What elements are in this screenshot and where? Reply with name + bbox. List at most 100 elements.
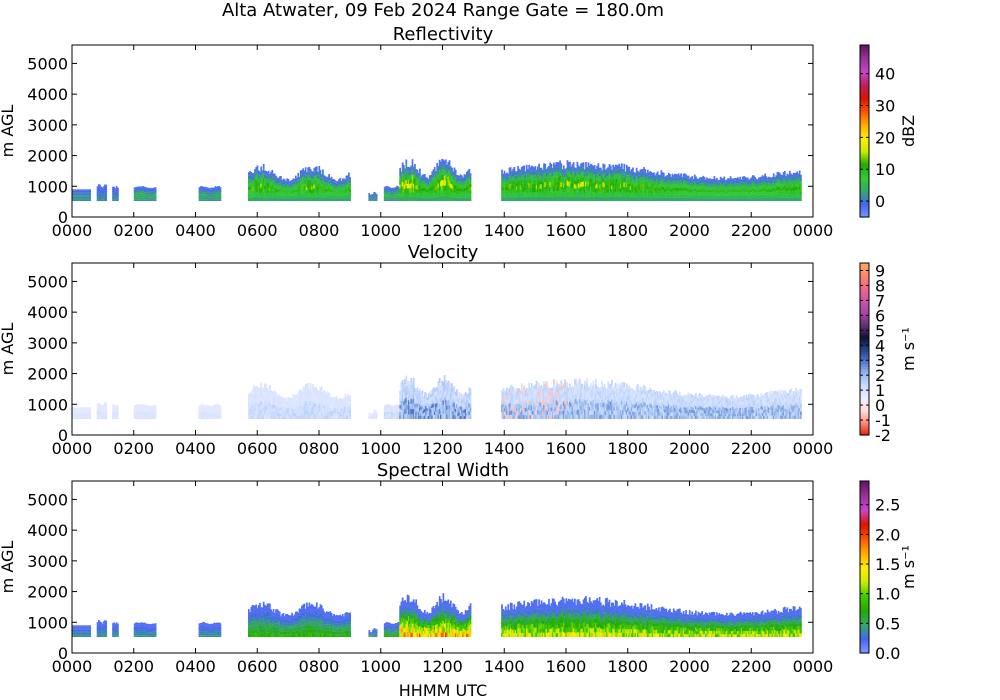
data-cell	[320, 386, 323, 391]
x-axis-label: HHMM UTC	[399, 681, 487, 700]
data-cell	[514, 178, 517, 183]
data-cell	[435, 197, 437, 202]
data-cell	[141, 193, 143, 196]
data-cell	[751, 175, 754, 179]
data-cell	[144, 188, 147, 191]
data-cell	[149, 414, 152, 416]
data-cell	[544, 182, 547, 188]
data-cell	[112, 197, 114, 200]
data-cell	[251, 415, 254, 420]
data-cell	[754, 183, 757, 187]
data-cell	[209, 409, 212, 411]
data-cell	[575, 192, 577, 197]
data-cell	[713, 185, 716, 189]
data-cell	[89, 196, 92, 199]
data-cell	[502, 183, 505, 188]
data-cell	[523, 196, 526, 202]
data-cell	[83, 414, 85, 417]
data-cell	[278, 182, 281, 186]
data-cell	[422, 181, 425, 185]
data-cell	[249, 405, 251, 409]
data-cell	[509, 192, 512, 197]
data-cell	[247, 190, 250, 194]
data-cell	[574, 167, 576, 172]
data-cell	[557, 176, 560, 182]
data-cell	[620, 168, 623, 173]
data-segment	[368, 191, 378, 202]
data-cell	[303, 407, 306, 412]
data-cell	[519, 181, 522, 186]
data-cell	[574, 175, 576, 181]
data-cell	[344, 182, 347, 185]
data-cell	[671, 187, 674, 191]
data-cell	[546, 192, 549, 197]
data-cell	[308, 175, 311, 180]
data-cell	[795, 194, 797, 198]
data-cell	[672, 188, 675, 192]
data-cell	[651, 190, 654, 195]
data-cell	[147, 191, 150, 193]
colorbar-cell	[860, 169, 869, 173]
data-cell	[151, 417, 153, 420]
data-cell	[716, 192, 718, 196]
data-cell	[625, 196, 628, 202]
data-cell	[559, 175, 561, 181]
data-cell	[603, 178, 606, 183]
data-cell	[89, 414, 92, 417]
data-cell	[113, 195, 116, 198]
data-cell	[401, 181, 404, 187]
data-cell	[555, 196, 558, 202]
data-cell	[330, 191, 333, 195]
data-cell	[629, 185, 632, 190]
data-cell	[411, 195, 414, 202]
data-cell	[468, 172, 471, 177]
data-cell	[748, 185, 750, 188]
data-cell	[554, 182, 557, 188]
data-cell	[308, 179, 311, 184]
data-cell	[318, 170, 321, 175]
data-cell	[454, 193, 457, 198]
data-cell	[759, 189, 762, 193]
data-cell	[81, 407, 84, 409]
data-cell	[718, 182, 721, 186]
data-cell	[285, 416, 287, 420]
data-cell	[304, 401, 307, 406]
colorbar-cell	[860, 120, 869, 123]
data-cell	[144, 195, 147, 198]
data-cell	[435, 193, 437, 198]
data-cell	[686, 197, 689, 202]
data-cell	[75, 413, 78, 415]
data-cell	[549, 176, 552, 182]
data-cell	[513, 179, 516, 184]
data-cell	[586, 167, 589, 172]
data-cell	[718, 185, 721, 188]
data-cell	[273, 404, 276, 409]
data-cell	[707, 189, 710, 193]
data-cell	[417, 190, 420, 194]
data-cell	[701, 195, 703, 199]
data-cell	[411, 169, 414, 175]
data-cell	[397, 193, 400, 196]
data-cell	[323, 194, 326, 198]
data-cell	[138, 195, 141, 198]
data-cell	[749, 198, 752, 202]
data-cell	[325, 180, 328, 184]
data-cell	[115, 191, 118, 194]
data-cell	[430, 194, 432, 198]
data-cell	[75, 411, 78, 414]
data-cell	[431, 186, 434, 190]
data-cell	[580, 182, 582, 187]
data-cell	[685, 184, 687, 188]
data-cell	[770, 192, 773, 196]
data-cell	[411, 190, 414, 196]
data-cell	[685, 191, 687, 195]
data-cell	[80, 195, 83, 197]
data-cell	[148, 189, 151, 192]
data-cell	[141, 408, 143, 410]
data-cell	[333, 405, 335, 408]
data-cell	[611, 181, 613, 186]
data-cell	[426, 192, 429, 196]
data-cell	[293, 198, 296, 202]
data-cell	[217, 188, 219, 190]
data-cell	[780, 174, 783, 179]
